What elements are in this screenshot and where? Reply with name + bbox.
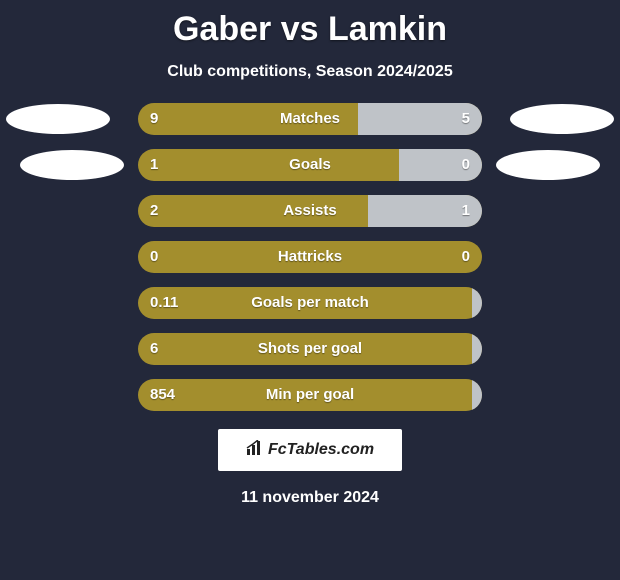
stat-value-right: 5 (462, 103, 470, 135)
stat-label: Hattricks (138, 241, 482, 273)
stat-label: Shots per goal (138, 333, 482, 365)
stat-value-left: 0 (150, 241, 158, 273)
stat-value-left: 9 (150, 103, 158, 135)
stat-label: Matches (138, 103, 482, 135)
stat-value-left: 1 (150, 149, 158, 181)
stat-row: Assists2 1 (0, 195, 620, 227)
stat-row: Hattricks0 0 (0, 241, 620, 273)
comparison-chart: Matches95Goals10Assists21Hattricks00Goal… (0, 103, 620, 411)
stat-label: Assists (138, 195, 482, 227)
stat-value-left: 0.11 (150, 287, 178, 319)
stat-row: Goals per match0.11 (0, 287, 620, 319)
brand-box: FcTables.com (218, 429, 402, 471)
chart-icon (246, 440, 264, 461)
brand-label: FcTables.com (246, 440, 374, 461)
page-subtitle: Club competitions, Season 2024/2025 (0, 63, 620, 81)
page-title: Gaber vs Lamkin (0, 0, 620, 49)
stat-value-right: 1 (462, 195, 470, 227)
stat-row: Goals1 0 (0, 149, 620, 181)
stat-row: Shots per goal6 (0, 333, 620, 365)
stat-value-left: 854 (150, 379, 175, 411)
stat-value-right: 0 (462, 149, 470, 181)
footer-date: 11 november 2024 (0, 489, 620, 507)
stat-value-left: 6 (150, 333, 158, 365)
stat-value-right: 0 (462, 241, 470, 273)
stat-label: Min per goal (138, 379, 482, 411)
stat-label: Goals per match (138, 287, 482, 319)
brand-text: FcTables.com (268, 441, 374, 459)
stat-value-left: 2 (150, 195, 158, 227)
stat-row: Min per goal854 (0, 379, 620, 411)
stat-row: Matches9 5 (0, 103, 620, 135)
stat-label: Goals (138, 149, 482, 181)
